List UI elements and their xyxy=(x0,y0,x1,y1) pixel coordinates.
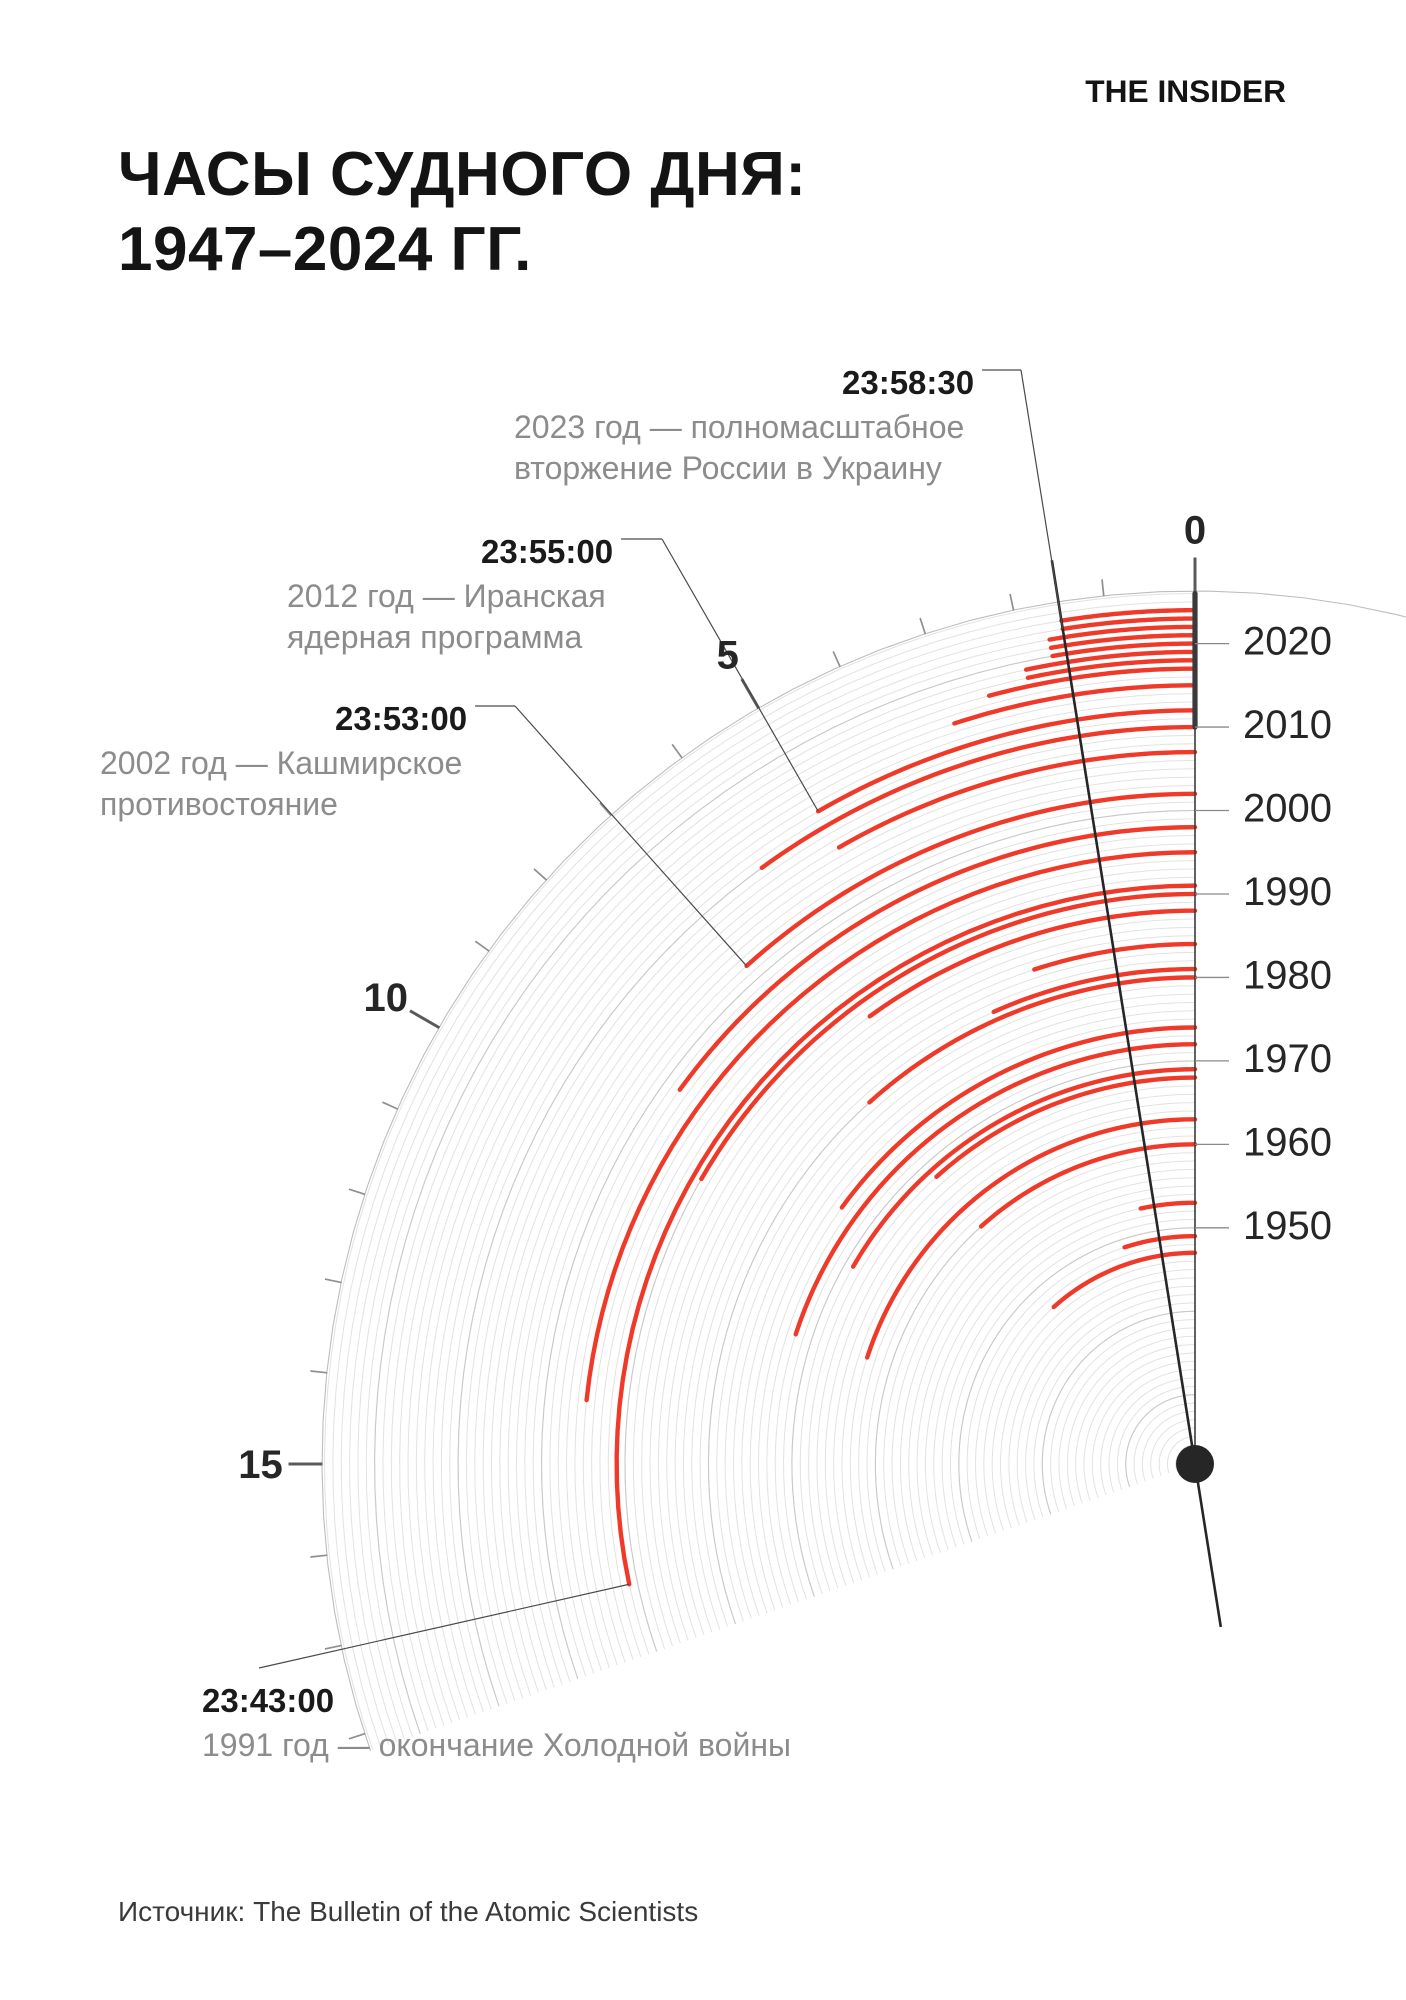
svg-text:1950: 1950 xyxy=(1243,1204,1332,1248)
svg-text:1991 год — окончание Холодной: 1991 год — окончание Холодной войны xyxy=(202,1727,791,1763)
svg-text:ЧАСЫ СУДНОГО ДНЯ:: ЧАСЫ СУДНОГО ДНЯ: xyxy=(118,140,806,209)
svg-text:1960: 1960 xyxy=(1243,1120,1332,1164)
svg-text:2000: 2000 xyxy=(1243,787,1332,831)
svg-text:23:53:00: 23:53:00 xyxy=(335,700,467,737)
svg-text:2023 год — полномасштабное: 2023 год — полномасштабное xyxy=(514,409,964,445)
svg-text:23:55:00: 23:55:00 xyxy=(481,533,613,570)
svg-text:1980: 1980 xyxy=(1243,953,1332,997)
svg-text:5: 5 xyxy=(717,634,739,678)
svg-text:0: 0 xyxy=(1184,509,1206,553)
svg-text:Источник: The Bulletin of the: Источник: The Bulletin of the Atomic Sci… xyxy=(118,1896,698,1927)
svg-text:23:43:00: 23:43:00 xyxy=(202,1682,334,1719)
svg-text:15: 15 xyxy=(238,1443,283,1487)
svg-text:ядерная программа: ядерная программа xyxy=(287,619,582,655)
svg-text:2012 год — Иранская: 2012 год — Иранская xyxy=(287,578,606,614)
svg-text:2010: 2010 xyxy=(1243,703,1332,747)
svg-text:противостояние: противостояние xyxy=(100,786,338,822)
svg-text:1990: 1990 xyxy=(1243,870,1332,914)
svg-text:2002 год — Кашмирское: 2002 год — Кашмирское xyxy=(100,745,462,781)
svg-text:1970: 1970 xyxy=(1243,1037,1332,1081)
svg-text:вторжение России в Украину: вторжение России в Украину xyxy=(514,450,942,486)
svg-text:2020: 2020 xyxy=(1243,620,1332,664)
svg-text:1947–2024 ГГ.: 1947–2024 ГГ. xyxy=(118,215,532,284)
svg-text:THE INSIDER: THE INSIDER xyxy=(1085,73,1286,109)
svg-text:10: 10 xyxy=(363,976,408,1020)
svg-text:23:58:30: 23:58:30 xyxy=(842,364,974,401)
